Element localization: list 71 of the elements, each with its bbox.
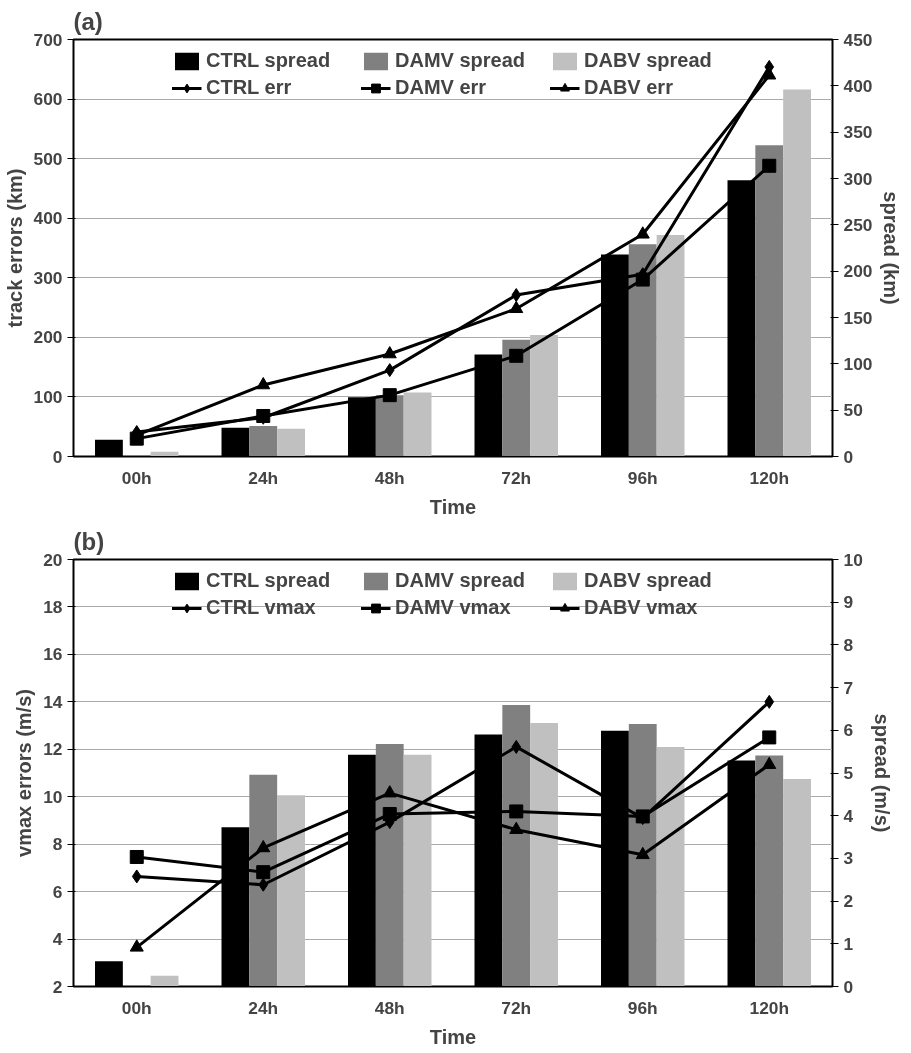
y2-tick-label: 300 [843,168,873,189]
legend-label: DAMV vmax [395,596,512,619]
y-tick-label: 100 [33,386,63,407]
y-tick-label: 400 [33,208,63,229]
y2-tick-label: 150 [843,307,873,328]
legend-label: DAMV spread [395,569,527,592]
y2-tick-label: 400 [843,75,873,96]
x-tick-label: 00h [121,997,152,1018]
y2-tick-label: 200 [843,261,873,282]
y2-tick-label: 7 [843,677,854,698]
x-tick-label: 72h [501,997,532,1018]
y2-axis-title: spread (km) [880,191,903,305]
x-tick-label: 120h [749,997,789,1018]
y-tick-label: 8 [52,834,63,855]
legend-label: CTRL spread [206,49,332,72]
legend-label: CTRL vmax [206,596,317,619]
y-tick-label: 300 [33,267,63,288]
y2-tick-label: 1 [843,933,854,954]
legend-label: DAMV spread [395,49,527,72]
y-tick-label: 700 [33,29,63,50]
y2-tick-label: 450 [843,29,873,50]
y2-tick-label: 10 [843,549,863,570]
legend-label: DABV err [584,76,674,99]
y-tick-label: 6 [52,881,63,902]
chart-title: (a) [73,7,103,35]
y2-axis-title: spread (m/s) [870,713,893,833]
x-axis-title: Time [429,1025,477,1048]
y-tick-label: 4 [52,929,63,950]
x-tick-label: 00h [121,467,152,488]
y-tick-label: 500 [33,148,63,169]
y2-tick-label: 100 [843,353,873,374]
legend-label: CTRL spread [206,569,332,592]
legend-label: DAMV err [395,76,488,99]
y-tick-label: 20 [43,549,63,570]
y-tick-label: 10 [43,786,63,807]
y2-tick-label: 250 [843,214,873,235]
y2-tick-label: 0 [843,446,854,467]
x-tick-label: 24h [248,467,279,488]
y-axis-title: vmax errors (m/s) [13,689,36,857]
legend-label: DABV spread [584,49,713,72]
x-tick-label: 72h [501,467,532,488]
y2-tick-label: 9 [843,592,854,613]
x-tick-label: 48h [374,467,405,488]
x-axis-title: Time [429,495,477,518]
y2-tick-label: 6 [843,720,854,741]
y-tick-label: 200 [33,327,63,348]
x-tick-label: 24h [248,997,279,1018]
y2-tick-label: 0 [843,976,854,997]
x-tick-label: 48h [374,997,405,1018]
y2-tick-label: 4 [843,805,854,826]
legend-label: DABV vmax [584,596,699,619]
y-axis-title: track errors (km) [3,168,26,328]
x-tick-label: 96h [627,467,658,488]
y-tick-label: 2 [52,976,63,997]
y-tick-label: 12 [43,739,63,760]
chart-title: (b) [73,527,105,555]
x-tick-label: 96h [627,997,658,1018]
y2-tick-label: 3 [843,848,854,869]
y-tick-label: 0 [52,446,63,467]
y2-tick-label: 2 [843,891,854,912]
y-tick-label: 18 [43,596,63,617]
y-tick-label: 14 [43,691,63,712]
y2-tick-label: 5 [843,763,854,783]
x-tick-label: 120h [749,467,789,488]
y-tick-label: 600 [33,89,63,110]
y-tick-label: 16 [43,644,63,665]
y2-tick-label: 50 [843,400,863,421]
legend-label: CTRL err [206,76,293,99]
y2-tick-label: 350 [843,122,873,143]
legend-label: DABV spread [584,569,713,592]
y2-tick-label: 8 [843,634,854,655]
